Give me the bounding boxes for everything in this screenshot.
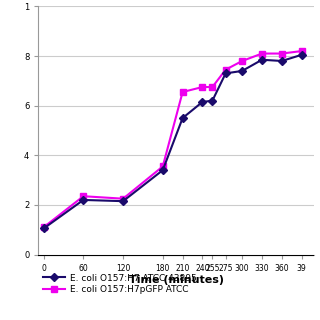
E. coli O157:H7pGFP ATCC (121, 197, 125, 201)
E. coli O157:H7pGFP ATCC (240, 59, 244, 63)
E. coli O157:H7pGFP ATCC (300, 49, 304, 53)
E. coli O157:H7pGFP ATCC (161, 164, 165, 168)
E. coli O157:H7 ATCC 43895 (211, 99, 214, 103)
E. coli O157:H7 ATCC 43895 (260, 58, 264, 62)
E. coli O157:H7 ATCC 43895 (300, 53, 304, 57)
E. coli O157:H7 ATCC 43895 (224, 71, 228, 75)
E. coli O157:H7 ATCC 43895 (42, 227, 46, 230)
E. coli O157:H7pGFP ATCC (211, 85, 214, 89)
E. coli O157:H7pGFP ATCC (82, 194, 85, 198)
E. coli O157:H7 ATCC 43895 (82, 198, 85, 202)
E. coli O157:H7 ATCC 43895 (121, 199, 125, 203)
Legend: E. coli O157:H7 ATCC 43895, E. coli O157:H7pGFP ATCC: E. coli O157:H7 ATCC 43895, E. coli O157… (43, 274, 197, 294)
E. coli O157:H7pGFP ATCC (201, 85, 204, 89)
E. coli O157:H7pGFP ATCC (260, 52, 264, 55)
E. coli O157:H7 ATCC 43895 (161, 168, 165, 172)
E. coli O157:H7 ATCC 43895 (181, 116, 185, 120)
E. coli O157:H7pGFP ATCC (224, 68, 228, 72)
E. coli O157:H7 ATCC 43895 (280, 59, 284, 63)
X-axis label: Time (minutes): Time (minutes) (129, 275, 223, 285)
E. coli O157:H7pGFP ATCC (181, 90, 185, 94)
Line: E. coli O157:H7 ATCC 43895: E. coli O157:H7 ATCC 43895 (41, 52, 304, 231)
E. coli O157:H7 ATCC 43895 (201, 100, 204, 104)
E. coli O157:H7pGFP ATCC (280, 52, 284, 55)
E. coli O157:H7pGFP ATCC (42, 225, 46, 229)
Line: E. coli O157:H7pGFP ATCC: E. coli O157:H7pGFP ATCC (40, 48, 305, 231)
E. coli O157:H7 ATCC 43895 (240, 69, 244, 73)
